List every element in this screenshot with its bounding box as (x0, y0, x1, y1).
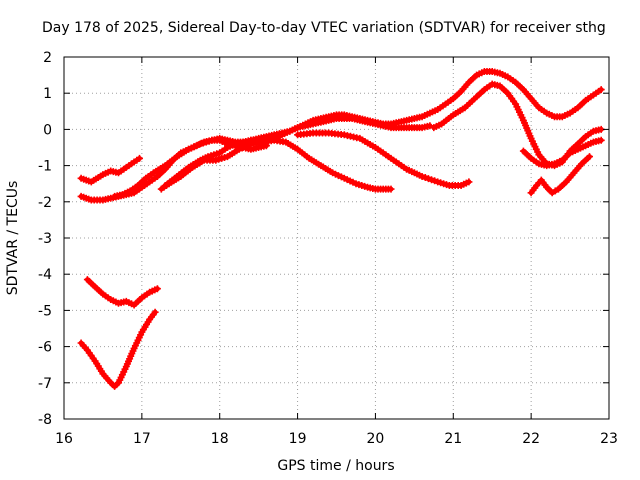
x-tick-label: 17 (133, 431, 151, 447)
y-tick-label: -2 (38, 195, 52, 211)
series-arc-h (519, 136, 605, 170)
data-point (586, 153, 593, 161)
data-point (597, 86, 605, 94)
series-arc-i (527, 153, 593, 197)
series-arc-a (77, 154, 143, 186)
data-series (77, 68, 605, 390)
y-tick-label: -1 (38, 159, 52, 175)
x-tick-label: 18 (211, 431, 229, 447)
x-tick-label: 19 (289, 431, 307, 447)
data-point (136, 154, 143, 162)
series-arc-k (77, 308, 159, 390)
data-point (465, 178, 473, 186)
x-tick-label: 22 (522, 431, 540, 447)
grid (64, 57, 609, 419)
x-tick-label: 21 (444, 431, 462, 447)
y-tick-label: -7 (38, 376, 52, 392)
y-tick-label: 1 (43, 86, 52, 102)
series-arc-j (83, 276, 161, 309)
series-arc-f (294, 129, 473, 189)
axis-ticks: 16 17 18 19 20 21 22 23 -8 -7 -6 -5 -4 -3 -2 -1 0 1 2 (38, 50, 618, 447)
data-point (597, 136, 605, 144)
y-tick-label: 0 (43, 122, 52, 138)
y-tick-label: -8 (38, 412, 52, 428)
series-arc-g (430, 80, 605, 170)
x-tick-label: 23 (600, 431, 618, 447)
x-tick-label: 20 (367, 431, 385, 447)
x-tick-label: 16 (55, 431, 73, 447)
series-arc-e (157, 136, 395, 193)
y-tick-label: -6 (38, 340, 52, 356)
y-axis-label: SDTVAR / TECUs (5, 181, 21, 296)
y-tick-label: -5 (38, 303, 52, 319)
data-point (151, 308, 159, 316)
data-point (418, 173, 426, 180)
y-tick-label: 2 (43, 50, 52, 66)
chart-title: Day 178 of 2025, Sidereal Day-to-day VTE… (42, 20, 606, 36)
y-tick-label: -3 (38, 231, 52, 247)
y-tick-label: -4 (38, 267, 52, 283)
data-point (387, 185, 395, 193)
data-point (153, 285, 161, 293)
x-axis-label: GPS time / hours (277, 458, 394, 474)
